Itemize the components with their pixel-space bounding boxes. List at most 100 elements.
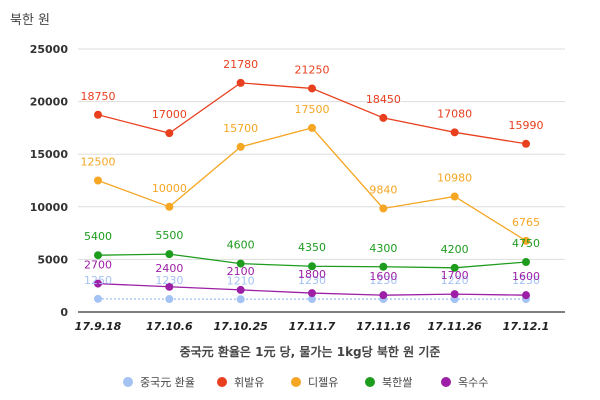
data-label: 10980 — [437, 171, 472, 184]
data-label: 21780 — [223, 58, 258, 71]
data-point — [236, 285, 245, 294]
data-label: 1230 — [512, 274, 540, 287]
data-label: 1220 — [441, 274, 469, 287]
data-point — [165, 282, 174, 291]
data-point — [236, 78, 245, 87]
data-label: 12500 — [81, 156, 116, 169]
data-point — [236, 142, 245, 151]
legend-marker — [217, 377, 227, 387]
data-label: 4300 — [369, 242, 397, 255]
data-point — [450, 192, 459, 201]
data-labels: 1250 1230 1210 1230 1230 1220 1230 18750 17000 21… — [81, 58, 544, 287]
data-label: 1250 — [84, 274, 112, 287]
series-lines — [94, 78, 530, 304]
x-tick-label: 17.11.26 — [428, 320, 483, 333]
data-label: 18750 — [81, 90, 116, 103]
data-point — [450, 290, 459, 299]
x-tick-label: 17.9.18 — [75, 320, 122, 333]
data-point — [522, 258, 530, 267]
data-point — [308, 84, 316, 93]
data-label: 2100 — [227, 265, 255, 278]
legend-marker — [291, 377, 301, 387]
data-point — [308, 295, 316, 304]
data-point — [94, 110, 102, 119]
data-point — [308, 289, 316, 298]
x-tick-label: 17.10.25 — [214, 320, 269, 333]
data-label: 5400 — [84, 230, 112, 243]
legend-marker — [441, 377, 451, 387]
legend-label: 휘발유 — [234, 376, 264, 389]
chart-title: 북한 원 — [10, 13, 50, 28]
data-point — [236, 259, 245, 268]
data-point — [450, 263, 459, 272]
data-point — [522, 139, 530, 148]
data-label: 4350 — [298, 241, 326, 254]
y-tick-label: 15000 — [30, 148, 69, 161]
legend: 중국元 환율 휘발유 디젤유 북한쌀 옥수수 — [123, 376, 488, 389]
data-point — [522, 236, 530, 245]
data-label: 9840 — [369, 183, 397, 196]
legend-marker — [365, 377, 375, 387]
data-label: 21250 — [295, 63, 330, 76]
data-label: 17000 — [152, 108, 187, 121]
data-label: 1230 — [298, 274, 326, 287]
x-axis-ticks: 17.9.18 17.10.6 17.10.25 17.11.7 17.11.16 17.… — [75, 320, 550, 333]
data-label: 1230 — [369, 274, 397, 287]
legend-label: 북한쌀 — [382, 376, 412, 389]
x-axis-label: 중국元 환율은 1元 당, 물가는 1kg당 북한 원 기준 — [180, 344, 441, 359]
y-tick-label: 0 — [60, 306, 68, 319]
grid-lines — [78, 48, 565, 313]
x-tick-label: 17.11.16 — [356, 320, 411, 333]
x-tick-label: 17.10.6 — [146, 320, 193, 333]
legend-label: 중국元 환율 — [140, 376, 195, 389]
data-label: 17500 — [295, 103, 330, 116]
data-point — [450, 128, 459, 137]
y-tick-label: 20000 — [30, 96, 69, 109]
data-point — [379, 262, 388, 271]
data-point — [165, 295, 174, 304]
data-label: 4600 — [227, 239, 255, 252]
legend-label: 옥수수 — [458, 376, 488, 389]
data-label: 1210 — [227, 274, 255, 287]
data-label: 2700 — [84, 259, 112, 272]
data-label: 18450 — [366, 93, 401, 106]
y-tick-label: 5000 — [37, 253, 68, 266]
y-tick-label: 25000 — [30, 43, 69, 56]
data-point — [165, 202, 174, 211]
data-label: 10000 — [152, 182, 187, 195]
legend-label: 디젤유 — [308, 376, 338, 389]
data-point — [94, 176, 102, 185]
y-tick-label: 10000 — [30, 201, 69, 214]
data-label: 4200 — [441, 243, 469, 256]
data-point — [379, 291, 388, 300]
data-point — [522, 291, 530, 300]
data-label: 5500 — [155, 229, 183, 242]
data-label: 1600 — [369, 270, 397, 283]
data-label: 1800 — [298, 268, 326, 281]
data-point — [94, 294, 102, 303]
y-axis-ticks: 0 5000 10000 15000 20000 25000 — [30, 43, 69, 319]
data-label: 15700 — [223, 122, 258, 135]
legend-marker — [123, 377, 133, 387]
data-point — [236, 295, 245, 304]
data-point — [308, 123, 316, 132]
data-label: 1700 — [441, 269, 469, 282]
data-label: 2400 — [155, 262, 183, 275]
data-label: 1230 — [155, 274, 183, 287]
data-point — [165, 250, 174, 259]
data-point — [94, 251, 102, 260]
data-point — [308, 262, 316, 271]
data-label: 4750 — [512, 237, 540, 250]
x-tick-label: 17.12.1 — [503, 320, 550, 333]
data-label: 17080 — [437, 107, 472, 120]
data-label: 1600 — [512, 270, 540, 283]
data-point — [379, 204, 388, 213]
data-point — [379, 113, 388, 122]
data-point — [165, 129, 174, 138]
data-label: 6765 — [512, 216, 540, 229]
data-label: 15990 — [509, 119, 544, 132]
x-tick-label: 17.11.7 — [289, 320, 336, 333]
data-point — [94, 279, 102, 288]
